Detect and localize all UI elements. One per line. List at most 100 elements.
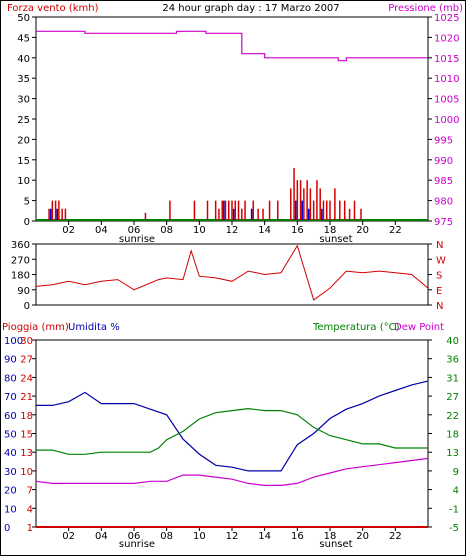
temperature-tick-label: 4: [453, 486, 459, 497]
dewpoint-axis-title: Dew Point: [394, 322, 444, 333]
direction-tick-label: 180: [11, 271, 30, 282]
wind-tick-label: 20: [17, 135, 30, 146]
wind-tick-label: 5: [24, 197, 30, 208]
direction-line: [35, 244, 429, 301]
temperature-tick-label: -5: [449, 523, 459, 534]
wind-tick-label: 40: [17, 54, 30, 65]
wind-tick-label: 45: [17, 33, 30, 44]
time-tick-label: 12: [226, 225, 239, 236]
compass-tick-label: N: [436, 301, 443, 312]
pressure-tick-label: 975: [434, 217, 453, 228]
climate-plot-area: [35, 339, 429, 528]
rain-axis-ticks: 30 27 24 21 18 15 13 10 7 4 1: [20, 336, 36, 534]
temperature-axis-ticks: 40 36 31 27 22 18 13 9 4 -1 -5: [428, 336, 459, 534]
direction-tick-label: 90: [17, 286, 30, 297]
wind-tick-label: 15: [17, 156, 30, 167]
rain-tick-label: 15: [20, 430, 33, 441]
sunrise-label-bottom: sunrise: [119, 539, 155, 550]
direction-plot-area: [35, 243, 429, 306]
pressure-tick-label: 1010: [434, 74, 459, 85]
compass-tick-label: W: [436, 255, 446, 266]
pressure-tick-label: 1020: [434, 33, 459, 44]
wind-tick-label: 0: [24, 217, 30, 228]
humidity-tick-label: 20: [4, 486, 17, 497]
wind-tick-label: 10: [17, 176, 30, 187]
dewpoint-line: [35, 457, 429, 486]
time-tick-label: 12: [226, 531, 239, 542]
humidity-tick-label: 0: [4, 523, 10, 534]
time-tick-label: 20: [356, 531, 369, 542]
compass-tick-label: S: [436, 271, 442, 282]
rain-tick-label: 21: [20, 392, 33, 403]
pressure-tick-label: 1000: [434, 115, 459, 126]
chart-title: 24 hour graph day : 17 Marzo 2007: [162, 3, 339, 14]
wind-tick-label: 35: [17, 74, 30, 85]
temperature-tick-label: 13: [446, 448, 459, 459]
pressure-tick-label: 1015: [434, 54, 459, 65]
humidity-tick-label: 100: [4, 336, 23, 347]
temperature-tick-label: 22: [446, 411, 459, 422]
humidity-axis-title: Umidita %: [68, 322, 120, 333]
time-tick-label: 16: [291, 225, 304, 236]
sunset-label-bottom: sunset: [319, 539, 352, 550]
humidity-tick-label: 30: [4, 467, 17, 478]
temperature-tick-label: 40: [446, 336, 459, 347]
humidity-tick-label: 60: [4, 411, 17, 422]
time-tick-label: 04: [95, 225, 108, 236]
pressure-tick-label: 995: [434, 135, 453, 146]
pressure-tick-label: 990: [434, 156, 453, 167]
rain-tick-label: 1: [27, 523, 33, 534]
rain-tick-label: 18: [20, 411, 33, 422]
wind-tick-label: 25: [17, 115, 30, 126]
time-tick-label: 06: [128, 531, 141, 542]
wind-pressure-frame: [35, 16, 429, 222]
humidity-tick-label: 80: [4, 373, 17, 384]
time-tick-label: 02: [62, 531, 75, 542]
temperature-tick-label: 9: [453, 467, 459, 478]
compass-tick-label: N: [436, 240, 443, 251]
humidity-tick-label: 70: [4, 392, 17, 403]
time-axis-ticks-top: 02 04 06 08 10 12 14 16 18 20 22: [62, 221, 402, 236]
temperature-line: [36, 407, 428, 455]
rain-tick-label: 4: [27, 504, 33, 515]
direction-tick-label: 270: [11, 255, 30, 266]
rain-tick-label: 13: [20, 448, 33, 459]
time-tick-label: 10: [193, 225, 206, 236]
humidity-line: [36, 380, 429, 472]
pressure-axis-title: Pressione (mb): [388, 3, 463, 14]
rain-tick-label: 24: [20, 373, 33, 384]
time-tick-label: 08: [160, 225, 173, 236]
time-tick-label: 22: [389, 531, 402, 542]
time-tick-label: 08: [160, 531, 173, 542]
direction-degree-ticks: 360 270 180 90 0: [11, 240, 36, 312]
rain-tick-label: 10: [20, 467, 33, 478]
rain-axis-title: Pioggia (mm): [2, 322, 69, 333]
time-tick-label: 16: [291, 531, 304, 542]
time-tick-label: 04: [95, 531, 108, 542]
compass-tick-label: E: [436, 286, 442, 297]
pressure-tick-label: 1005: [434, 95, 459, 106]
rain-tick-label: 7: [27, 486, 33, 497]
pressure-tick-label: 980: [434, 197, 453, 208]
temperature-tick-label: 36: [446, 355, 459, 366]
time-tick-label: 18: [324, 531, 337, 542]
direction-tick-label: 0: [24, 301, 30, 312]
temperature-tick-label: -1: [449, 504, 459, 515]
wind-pressure-plot-area: [35, 16, 429, 222]
time-tick-label: 14: [258, 531, 271, 542]
pressure-tick-label: 1025: [434, 13, 459, 24]
direction-frame: [35, 243, 429, 306]
sunrise-label-top: sunrise: [119, 234, 155, 245]
climate-marks: [35, 380, 429, 528]
time-tick-label: 22: [389, 225, 402, 236]
wind-pressure-marks: [36, 30, 428, 221]
temperature-tick-label: 31: [446, 373, 459, 384]
time-tick-label: 02: [62, 225, 75, 236]
temperature-tick-label: 18: [446, 430, 459, 441]
pressure-tick-label: 985: [434, 176, 453, 187]
humidity-tick-label: 50: [4, 430, 17, 441]
rain-tick-label: 27: [20, 355, 33, 366]
